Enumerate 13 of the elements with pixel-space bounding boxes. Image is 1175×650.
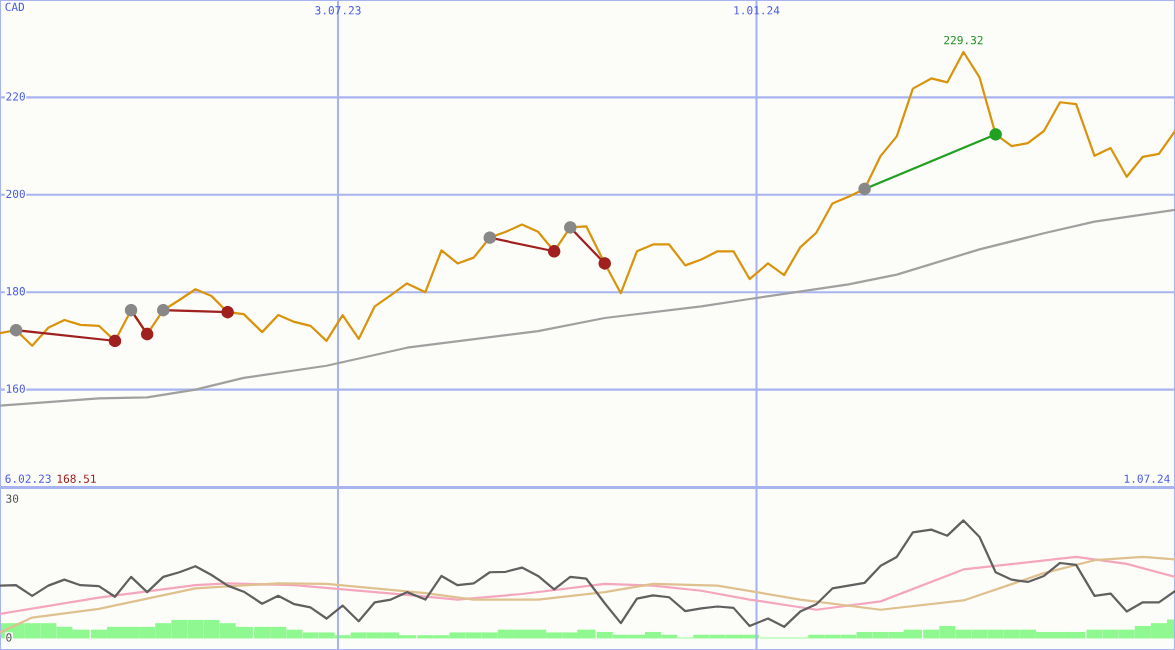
annotation: 6.02.23 <box>5 474 51 483</box>
annotation: 229.32 <box>944 35 983 45</box>
y-tick-label: 160 <box>6 384 25 393</box>
x-tick-label: 1.01.24 <box>734 6 780 15</box>
y-tick-label: 200 <box>6 189 25 199</box>
annotation: CAD <box>5 2 25 12</box>
y-tick-label: 0 <box>6 633 12 642</box>
y-tick-label: 180 <box>6 287 25 296</box>
x-tick-label: 3.07.23 <box>315 6 361 15</box>
annotation: 1.07.24 <box>1124 474 1170 483</box>
y-tick-label: 30 <box>6 494 19 503</box>
annotation: 168.51 <box>57 474 96 483</box>
y-tick-label: 220 <box>6 92 25 101</box>
